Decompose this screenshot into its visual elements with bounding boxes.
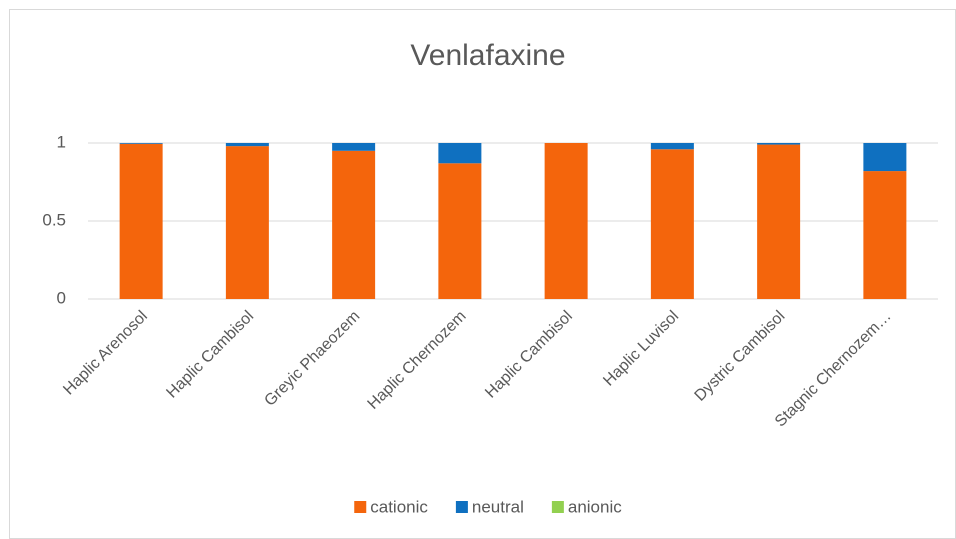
- bar-segment: [119, 143, 163, 144]
- bar-segment: [757, 143, 801, 145]
- bar-segment: [650, 143, 694, 150]
- bar-segment: [332, 150, 376, 299]
- bar-segment: [863, 143, 907, 172]
- bar-segment: [757, 144, 801, 299]
- bar-segment: [225, 146, 269, 299]
- bar-segment: [225, 143, 269, 147]
- legend-swatch: [551, 501, 564, 513]
- y-tick-label: 1: [57, 132, 66, 151]
- y-tick-label: 0.5: [42, 210, 66, 229]
- legend-label: anionic: [568, 497, 622, 516]
- legend-swatch: [354, 501, 367, 513]
- bar-segment: [438, 143, 482, 164]
- y-tick-label: 0: [57, 288, 66, 307]
- bar-segment: [650, 149, 694, 299]
- bar-segment: [438, 163, 482, 299]
- legend-label: cationic: [370, 497, 428, 516]
- chart-title: Venlafaxine: [410, 39, 565, 72]
- bar-segment: [544, 143, 588, 299]
- bar-segment: [863, 171, 907, 299]
- legend-label: neutral: [472, 497, 524, 516]
- legend-swatch: [455, 501, 468, 513]
- bar-segment: [332, 143, 376, 151]
- bar-segment: [119, 143, 163, 299]
